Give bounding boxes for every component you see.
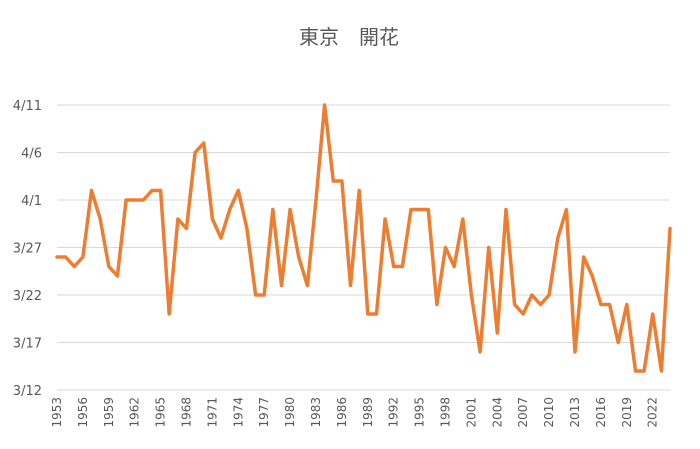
x-tick-label: 1974 bbox=[231, 397, 245, 428]
x-tick-label: 1956 bbox=[76, 397, 90, 428]
x-tick-label: 1977 bbox=[257, 397, 271, 428]
x-tick-label: 1998 bbox=[439, 397, 453, 428]
y-tick-label: 4/11 bbox=[13, 99, 42, 114]
x-tick-label: 2004 bbox=[490, 397, 504, 428]
gridlines bbox=[57, 104, 670, 391]
x-tick-label: 1980 bbox=[283, 397, 297, 428]
x-tick-label: 2007 bbox=[516, 397, 530, 428]
x-tick-label: 1995 bbox=[413, 397, 427, 428]
x-tick-label: 1983 bbox=[309, 397, 323, 428]
x-tick-label: 2010 bbox=[542, 397, 556, 428]
series-line bbox=[55, 103, 672, 373]
x-tick-label: 2022 bbox=[646, 397, 660, 428]
x-tick-label: 1971 bbox=[205, 397, 219, 428]
x-tick-label: 1959 bbox=[102, 397, 116, 428]
x-tick-label: 1962 bbox=[128, 397, 142, 428]
y-axis-ticks: 3/12 3/17 3/22 3/27 4/1 4/6 4/11 bbox=[13, 99, 42, 399]
x-tick-label: 2016 bbox=[594, 397, 608, 428]
x-tick-label: 1968 bbox=[180, 397, 194, 428]
x-axis-ticks: 1953 1956 1959 1962 1965 1968 1971 1974 1977 1980… bbox=[50, 397, 660, 428]
y-tick-label: 3/17 bbox=[13, 337, 42, 352]
y-tick-label: 4/6 bbox=[21, 147, 42, 162]
x-tick-label: 1989 bbox=[361, 397, 375, 428]
x-tick-label: 2019 bbox=[620, 397, 634, 428]
x-tick-label: 1986 bbox=[335, 397, 349, 428]
y-tick-label: 3/22 bbox=[13, 289, 42, 304]
x-tick-label: 1965 bbox=[154, 397, 168, 428]
y-tick-label: 4/1 bbox=[21, 194, 42, 209]
x-tick-label: 1992 bbox=[387, 397, 401, 428]
x-tick-label: 1953 bbox=[50, 397, 64, 428]
x-tick-label: 2013 bbox=[568, 397, 582, 428]
y-tick-label: 3/27 bbox=[13, 242, 42, 257]
x-tick-label: 2001 bbox=[464, 397, 478, 428]
chart-title: 東京 開花 bbox=[299, 25, 399, 49]
y-tick-label: 3/12 bbox=[13, 384, 42, 399]
